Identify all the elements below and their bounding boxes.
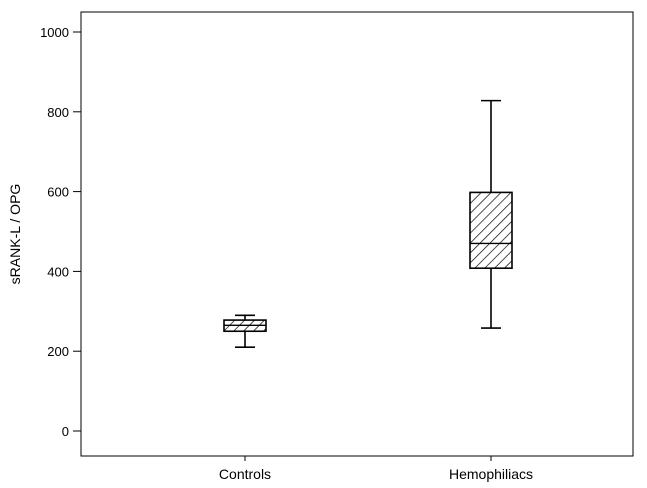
- x-tick-label: Controls: [219, 466, 271, 482]
- x-tick-label: Hemophiliacs: [449, 466, 533, 482]
- boxes: [223, 99, 513, 349]
- x-axis: Controls Hemophiliacs: [219, 456, 533, 482]
- y-axis: 0 200 400 600 800 1000: [40, 25, 81, 439]
- y-tick-label: 0: [62, 424, 69, 439]
- box-hemophiliacs: [469, 99, 513, 329]
- y-tick-label: 600: [47, 185, 69, 200]
- iqr-box: [469, 191, 513, 270]
- y-axis-label: sRANK-L / OPG: [7, 184, 23, 285]
- y-tick-label: 1000: [40, 25, 69, 40]
- y-tick-label: 200: [47, 344, 69, 359]
- box-controls: [223, 314, 267, 349]
- y-tick-label: 800: [47, 105, 69, 120]
- plot-frame: [80, 11, 634, 457]
- y-tick-label: 400: [47, 264, 69, 279]
